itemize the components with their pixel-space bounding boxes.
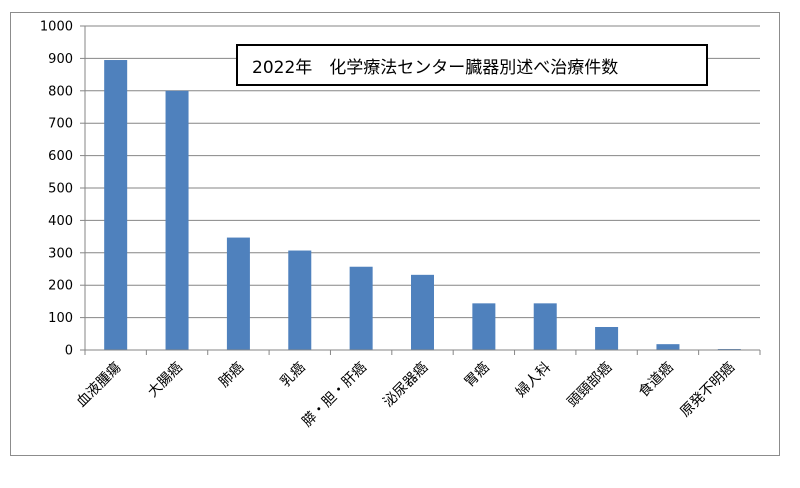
x-category-label: 泌尿器癌 (380, 360, 431, 411)
y-tick-label: 100 (48, 311, 73, 326)
y-tick-label: 800 (48, 84, 73, 99)
bars (104, 60, 741, 351)
y-tick-label: 300 (48, 246, 73, 261)
chart-frame (10, 12, 780, 456)
y-tick-label: 400 (48, 214, 73, 229)
bar (288, 250, 312, 350)
x-category-label: 食道癌 (635, 359, 677, 401)
bar (226, 237, 250, 350)
x-category-label: 婦人科 (512, 359, 554, 401)
y-tick-label: 600 (48, 149, 73, 164)
bar (595, 326, 619, 350)
axes (80, 25, 761, 355)
x-category-label: 血液腫瘍 (73, 359, 125, 411)
bar (411, 274, 434, 350)
bar (165, 90, 189, 351)
bar (533, 303, 557, 350)
y-tick-label: 900 (48, 52, 73, 67)
y-tick-label: 700 (48, 117, 73, 132)
x-category-label: 肺癌 (216, 360, 247, 391)
y-tick-label: 200 (48, 279, 73, 294)
bar (104, 60, 128, 351)
x-category-label: 胃癌 (462, 360, 493, 391)
y-tick-label: 500 (48, 182, 73, 197)
y-tick-label: 1000 (40, 20, 73, 35)
bar (349, 266, 373, 350)
x-category-label: 原発不明癌 (677, 360, 738, 421)
bar (656, 344, 680, 350)
y-tick-labels: 0 100 200 300 400 500 600 700 800 900 1000 (40, 20, 73, 359)
y-tick-label: 0 (65, 344, 73, 359)
x-category-label: 頭頸部癌 (565, 360, 616, 411)
chart-title: 2022年 化学療法センター臓器別述べ治療件数 (236, 44, 708, 86)
bar (472, 303, 496, 350)
x-category-labels: 血液腫瘍 大腸癌 肺癌 乳癌膵・胆・肝癌 泌尿器癌 胃癌 婦人科 頭頸部癌 食道癌 原発不明癌 (73, 359, 738, 430)
x-category-label: 膵・胆・肝癌 (299, 360, 370, 431)
x-category-label: 乳癌 (277, 360, 308, 391)
x-category-label: 大腸癌 (145, 360, 186, 401)
